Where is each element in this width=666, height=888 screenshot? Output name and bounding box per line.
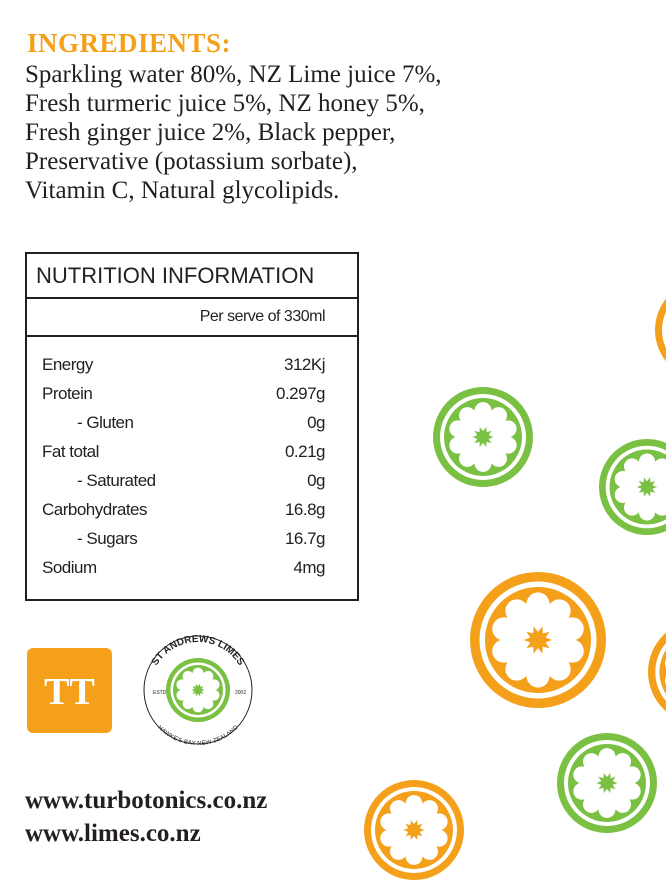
ingredient-line: Fresh turmeric juice 5%, NZ honey 5%, xyxy=(25,90,425,117)
limes-logo: ST ANDREWS LIMES HAWKE'S BAY NEW ZEALAND… xyxy=(143,634,253,747)
limes-estd: ESTD xyxy=(153,690,167,696)
nutrient-value: 16.7g xyxy=(284,529,326,548)
lime-slices xyxy=(364,280,666,880)
nutrient-name: - Gluten xyxy=(77,413,134,432)
links: www.turbotonics.co.nz www.limes.co.nz xyxy=(25,784,267,850)
ingredients-title: INGREDIENTS: xyxy=(27,28,232,58)
nutrient-value: 0g xyxy=(307,413,325,432)
nutrient-value: 0g xyxy=(307,471,325,490)
nutrient-value: 312Kj xyxy=(284,355,325,374)
nutrient-value: 4mg xyxy=(293,558,325,577)
ingredient-line: Preservative (potassium sorbate), xyxy=(25,148,358,175)
link: www.limes.co.nz xyxy=(25,820,201,847)
nutrient-name: Protein xyxy=(42,384,93,403)
nutrition-row: - Gluten 0g xyxy=(42,408,325,437)
nutrient-value: 0.21g xyxy=(284,442,326,461)
nutrition-row: Fat total 0.21g xyxy=(42,437,326,466)
nutrition-row: - Saturated 0g xyxy=(42,466,325,495)
ingredient-line: Vitamin C, Natural glycolipids. xyxy=(25,177,340,204)
nutrition-row: Protein 0.297g xyxy=(42,379,326,408)
nutrient-name: Sodium xyxy=(42,558,97,577)
nutrition-row: - Sugars 16.7g xyxy=(42,524,326,553)
nutrition-title: NUTRITION INFORMATION xyxy=(27,254,357,299)
ingredients: Sparkling water 80%, NZ Lime juice 7%, Fr… xyxy=(25,60,442,205)
nutrient-name: Carbohydrates xyxy=(42,500,148,519)
nutrient-name: - Sugars xyxy=(77,529,138,548)
nutrient-name: Fat total xyxy=(42,442,99,461)
ingredient-line: Sparkling water 80%, NZ Lime juice 7%, xyxy=(25,61,442,88)
nutrition-row: Carbohydrates 16.8g xyxy=(42,495,326,524)
link: www.turbotonics.co.nz xyxy=(25,787,268,814)
tt-text: TT xyxy=(44,671,95,713)
ingredient-line: Fresh ginger juice 2%, Black pepper, xyxy=(25,119,396,146)
nutrient-value: 0.297g xyxy=(276,384,326,403)
nutrition-row: Energy 312Kj xyxy=(42,350,325,379)
nutrient-name: - Saturated xyxy=(77,471,156,490)
serving: Per serve of 330ml xyxy=(27,299,357,337)
nutrition-table: NUTRITION INFORMATION Per serve of 330ml… xyxy=(25,252,359,601)
tt-logo: TT xyxy=(27,648,112,733)
limes-year: 2002 xyxy=(235,690,246,696)
nutrition-row: Sodium 4mg xyxy=(42,553,325,582)
nutrient-name: Energy xyxy=(42,355,93,374)
nutrient-value: 16.8g xyxy=(284,500,326,519)
